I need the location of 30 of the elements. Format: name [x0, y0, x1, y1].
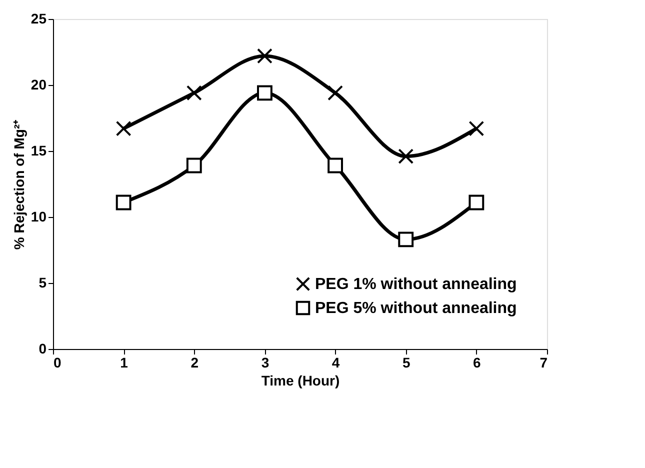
y-tick-label: 0: [38, 340, 47, 356]
x-tick-label: 3: [261, 354, 270, 370]
y-tick-label: 10: [30, 208, 47, 224]
x-tick-label: 5: [402, 354, 410, 370]
point: [186, 85, 202, 101]
point: [328, 158, 343, 174]
point: [468, 194, 484, 210]
legend-label: PEG 5% without annealing: [315, 300, 517, 317]
y-tick-label: 15: [30, 142, 47, 158]
x-tick-label: 0: [54, 354, 62, 370]
point: [398, 232, 414, 248]
point: [257, 48, 272, 64]
x-tick-label: 2: [190, 354, 199, 370]
x-tick-label: 6: [473, 354, 482, 370]
y-tick-label: 20: [30, 76, 47, 92]
legend-label: PEG 1% without annealing: [315, 276, 517, 293]
x-tick-label: 4: [332, 354, 340, 370]
point: [116, 194, 132, 210]
y-tick-label: 5: [38, 274, 47, 290]
x-tick-label: 1: [120, 354, 128, 370]
point: [468, 120, 484, 136]
point: [257, 85, 272, 101]
point: [328, 85, 343, 101]
x-axis-title: Time (Hour): [261, 372, 340, 388]
point: [116, 120, 132, 136]
point: [398, 148, 414, 164]
y-axis-title: % Rejection of Mg²⁺: [10, 119, 27, 250]
y-tick-label: 25: [30, 10, 47, 26]
x-tick-label: 7: [540, 354, 548, 370]
point: [186, 158, 202, 174]
